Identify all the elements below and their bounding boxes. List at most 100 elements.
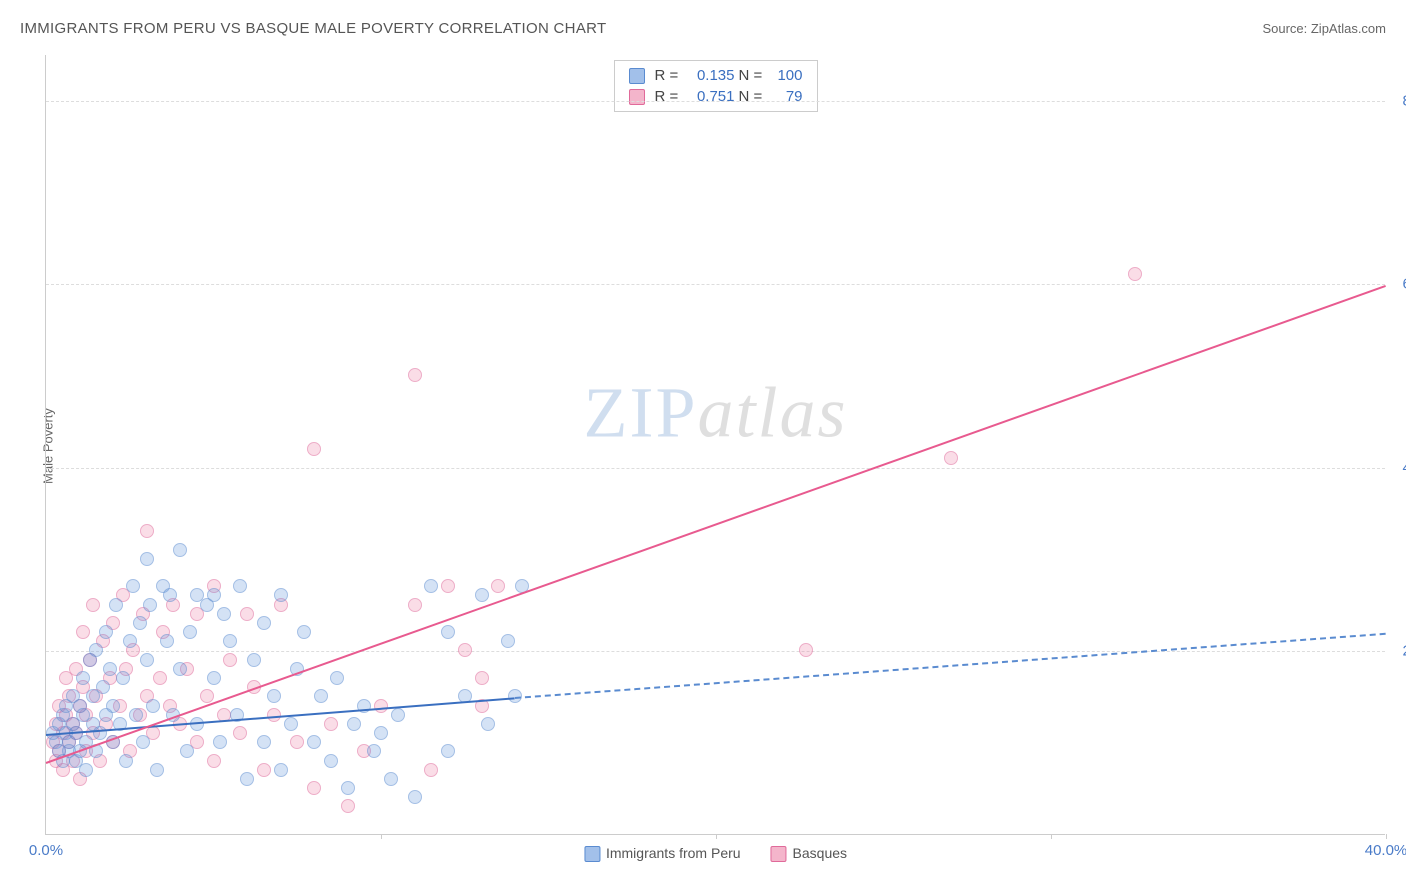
watermark: ZIPatlas — [583, 372, 847, 455]
data-point — [274, 763, 288, 777]
data-point — [126, 579, 140, 593]
source-link[interactable]: ZipAtlas.com — [1311, 21, 1386, 36]
data-point — [140, 653, 154, 667]
data-point — [217, 607, 231, 621]
data-point — [391, 708, 405, 722]
data-point — [76, 625, 90, 639]
data-point — [76, 671, 90, 685]
data-point — [119, 754, 133, 768]
data-point — [307, 781, 321, 795]
y-tick-label: 20.0% — [1402, 643, 1406, 660]
data-point — [143, 598, 157, 612]
data-point — [944, 451, 958, 465]
data-point — [257, 735, 271, 749]
data-point — [240, 772, 254, 786]
data-point — [257, 616, 271, 630]
data-point — [140, 552, 154, 566]
data-point — [173, 662, 187, 676]
data-point — [129, 708, 143, 722]
data-point — [274, 588, 288, 602]
data-point — [384, 772, 398, 786]
data-point — [140, 524, 154, 538]
gridline-h — [46, 101, 1385, 102]
data-point — [183, 625, 197, 639]
legend-item-peru: Immigrants from Peru — [584, 845, 741, 862]
data-point — [86, 598, 100, 612]
data-point — [408, 790, 422, 804]
x-tick — [1386, 834, 1387, 839]
data-point — [233, 726, 247, 740]
scatter-chart: ZIPatlas R = 0.135 N = 100 R = 0.751 N =… — [45, 55, 1385, 835]
data-point — [324, 754, 338, 768]
data-point — [99, 625, 113, 639]
data-point — [307, 442, 321, 456]
chart-header: IMMIGRANTS FROM PERU VS BASQUE MALE POVE… — [20, 20, 1386, 37]
data-point — [160, 634, 174, 648]
data-point — [374, 699, 388, 713]
y-tick-label: 80.0% — [1402, 92, 1406, 109]
data-point — [481, 717, 495, 731]
data-point — [324, 717, 338, 731]
data-point — [163, 588, 177, 602]
data-point — [93, 726, 107, 740]
data-point — [96, 680, 110, 694]
data-point — [173, 543, 187, 557]
data-point — [207, 671, 221, 685]
correlation-legend: R = 0.135 N = 100 R = 0.751 N = 79 — [614, 60, 818, 112]
data-point — [297, 625, 311, 639]
data-point — [341, 799, 355, 813]
data-point — [441, 579, 455, 593]
data-point — [1128, 267, 1142, 281]
data-point — [424, 763, 438, 777]
data-point — [267, 689, 281, 703]
data-point — [180, 744, 194, 758]
x-tick — [716, 834, 717, 839]
data-point — [106, 699, 120, 713]
x-tick — [381, 834, 382, 839]
gridline-h — [46, 284, 1385, 285]
data-point — [223, 634, 237, 648]
data-point — [475, 671, 489, 685]
data-point — [330, 671, 344, 685]
data-point — [116, 671, 130, 685]
data-point — [441, 744, 455, 758]
data-point — [408, 598, 422, 612]
series-legend: Immigrants from Peru Basques — [584, 845, 847, 862]
data-point — [290, 735, 304, 749]
y-tick-label: 60.0% — [1402, 276, 1406, 293]
data-point — [123, 634, 137, 648]
data-point — [223, 653, 237, 667]
gridline-h — [46, 468, 1385, 469]
data-point — [257, 763, 271, 777]
x-tick-label: 0.0% — [29, 842, 63, 859]
data-point — [441, 625, 455, 639]
data-point — [109, 598, 123, 612]
data-point — [153, 671, 167, 685]
legend-swatch-pink — [771, 846, 787, 862]
data-point — [103, 662, 117, 676]
data-point — [374, 726, 388, 740]
data-point — [233, 579, 247, 593]
data-point — [367, 744, 381, 758]
data-point — [207, 588, 221, 602]
x-tick-label: 40.0% — [1365, 842, 1406, 859]
legend-swatch-pink — [629, 89, 645, 105]
data-point — [133, 616, 147, 630]
data-point — [150, 763, 164, 777]
data-point — [347, 717, 361, 731]
data-point — [799, 643, 813, 657]
legend-swatch-blue — [629, 68, 645, 84]
legend-swatch-blue — [584, 846, 600, 862]
data-point — [146, 699, 160, 713]
data-point — [458, 643, 472, 657]
source-citation: Source: ZipAtlas.com — [1262, 21, 1386, 36]
x-tick — [1051, 834, 1052, 839]
data-point — [136, 735, 150, 749]
data-point — [307, 735, 321, 749]
data-point — [408, 368, 422, 382]
data-point — [207, 754, 221, 768]
data-point — [491, 579, 505, 593]
data-point — [213, 735, 227, 749]
data-point — [79, 763, 93, 777]
y-tick-label: 40.0% — [1402, 459, 1406, 476]
